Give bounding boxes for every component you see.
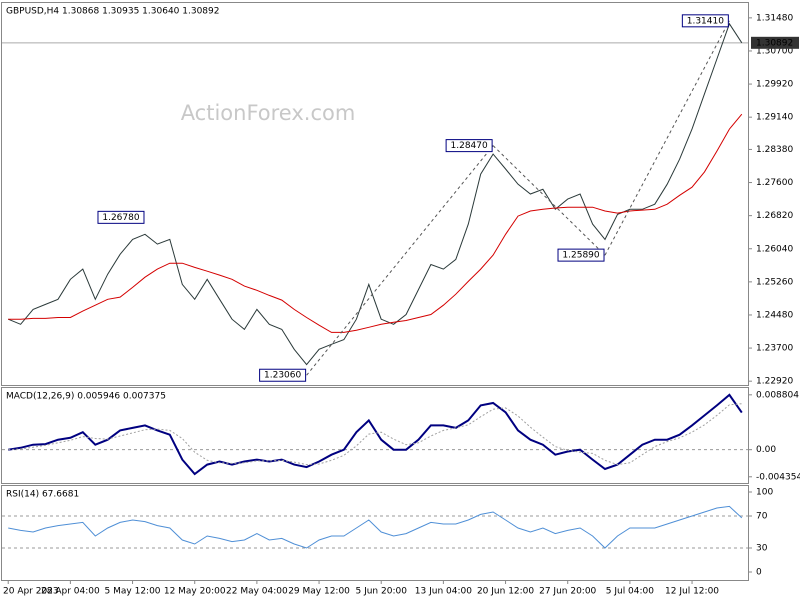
annotation-box — [681, 14, 729, 28]
annotation-box — [445, 139, 493, 153]
y-tick-label: 70 — [756, 512, 768, 522]
y-tick-label: 1.29920 — [756, 80, 793, 90]
current-price-box — [751, 36, 799, 49]
watermark: ActionForex.com — [181, 101, 356, 125]
series-line — [8, 113, 743, 333]
rsi-panel — [1, 485, 749, 581]
trend-line — [306, 145, 494, 376]
series-line — [8, 403, 742, 466]
y-tick-label: 1.23700 — [756, 344, 793, 354]
y-tick-label: 1.26040 — [756, 244, 793, 254]
annotation-label: 1.26780 — [102, 213, 139, 223]
x-tick-label: 29 May 12:00 — [288, 587, 350, 597]
y-tick-label: 0.00 — [756, 445, 776, 455]
x-tick-label: 12 Jul 12:00 — [665, 587, 719, 597]
y-tick-label: 1.25260 — [756, 277, 793, 287]
y-tick-label: 1.26820 — [756, 211, 793, 221]
x-tick-label: 5 Jul 04:00 — [606, 587, 655, 597]
current-price-label: 1.30892 — [756, 38, 793, 48]
x-tick-label: 5 Jun 20:00 — [355, 587, 407, 597]
x-tick-label: 20 Jun 12:00 — [477, 587, 534, 597]
x-tick-label: 20 Apr 2023 — [3, 587, 59, 597]
series-line — [8, 505, 743, 549]
x-tick-label: 12 May 20:00 — [164, 587, 226, 597]
annotation-label: 1.28470 — [451, 141, 488, 151]
y-tick-label: 1.24480 — [756, 310, 793, 320]
price-panel — [1, 2, 749, 386]
annotation-box — [259, 368, 307, 382]
y-tick-label: 1.28380 — [756, 145, 793, 155]
y-tick-label: 1.27600 — [756, 178, 793, 188]
annotation-box — [97, 210, 145, 224]
y-tick-label: 1.31480 — [756, 13, 793, 23]
x-tick-label: 5 May 12:00 — [105, 587, 161, 597]
trend-line — [492, 145, 606, 256]
series-line — [8, 393, 743, 476]
panel-title: GBPUSD,H4 1.30868 1.30935 1.30640 1.3089… — [6, 7, 219, 17]
series-line — [8, 22, 743, 366]
x-tick-label: 22 May 04:00 — [226, 587, 288, 597]
x-tick-label: 28 Apr 04:00 — [41, 587, 100, 597]
annotation-box — [557, 248, 605, 262]
y-tick-label: 0.008804 — [756, 390, 799, 400]
y-tick-label: -0.004354 — [756, 472, 800, 482]
annotation-label: 1.31410 — [687, 16, 724, 26]
y-tick-label: 0 — [756, 568, 762, 578]
macd-panel — [1, 387, 749, 484]
annotation-label: 1.25890 — [562, 251, 599, 261]
panel-title: MACD(12,26,9) 0.005946 0.007375 — [6, 392, 166, 402]
y-tick-label: 1.29140 — [756, 113, 793, 123]
trend-line — [604, 20, 730, 256]
x-tick-label: 13 Jun 04:00 — [415, 587, 472, 597]
y-tick-label: 30 — [756, 544, 768, 554]
y-tick-label: 1.22920 — [756, 377, 793, 387]
panel-title: RSI(14) 67.6681 — [6, 490, 79, 500]
annotation-label: 1.23060 — [264, 371, 301, 381]
y-tick-label: 1.30700 — [756, 46, 793, 56]
y-tick-label: 100 — [756, 488, 773, 498]
x-tick-label: 27 Jun 20:00 — [539, 587, 596, 597]
